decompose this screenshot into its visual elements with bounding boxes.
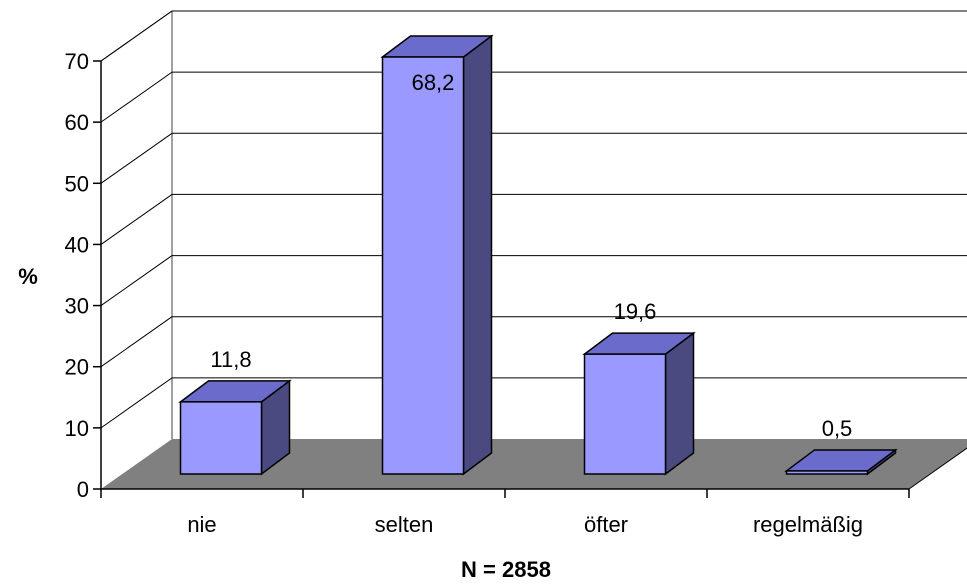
x-category-label: nie (187, 512, 216, 537)
chart-walls (100, 10, 967, 439)
side-gridline (100, 194, 173, 245)
y-axis-title: % (18, 264, 38, 289)
bars (178, 34, 898, 476)
y-tick-label: 50 (65, 171, 89, 196)
data-labels: 11,8 68,2 19,6 0,5 (210, 70, 852, 441)
y-tick-label: 10 (65, 416, 89, 441)
bar-value-label: 0,5 (822, 416, 853, 441)
bar-front-face (583, 353, 667, 475)
side-gridline (100, 71, 173, 123)
bar (784, 448, 898, 476)
bar-value-label: 19,6 (614, 299, 657, 324)
bar-side-face (664, 331, 695, 476)
x-axis-title: N = 2858 (461, 557, 551, 582)
y-tick-label: 30 (65, 294, 89, 319)
side-gridline (100, 316, 173, 368)
bar-front-face (381, 56, 465, 475)
bar-side-face (462, 34, 493, 476)
y-tick-label: 0 (77, 477, 89, 502)
y-tick-label: 70 (65, 49, 89, 74)
bar (582, 331, 696, 476)
bar (380, 34, 494, 476)
bar-value-label: 68,2 (412, 70, 455, 95)
y-axis: 0 10 20 30 40 50 60 70 (65, 49, 102, 502)
y-tick-label: 60 (65, 110, 89, 135)
side-gridline (100, 132, 173, 184)
x-category-label: regelmäßig (753, 512, 863, 537)
chart-floor (101, 439, 967, 490)
side-gridline (100, 10, 173, 62)
floor-plane (101, 439, 967, 489)
bar (178, 379, 292, 476)
y-tick-label: 20 (65, 355, 89, 380)
floor-right-edge (908, 447, 967, 490)
side-gridline (100, 377, 173, 429)
y-tick-label: 40 (65, 232, 89, 257)
bar-front-face (179, 401, 263, 475)
bar-value-label: 11,8 (210, 347, 251, 372)
bar-front-face (785, 470, 869, 475)
x-category-label: selten (375, 512, 434, 537)
x-axis: nie selten öfter regelmäßig (100, 488, 910, 537)
x-category-label: öfter (584, 512, 628, 537)
side-gridline (100, 255, 173, 306)
